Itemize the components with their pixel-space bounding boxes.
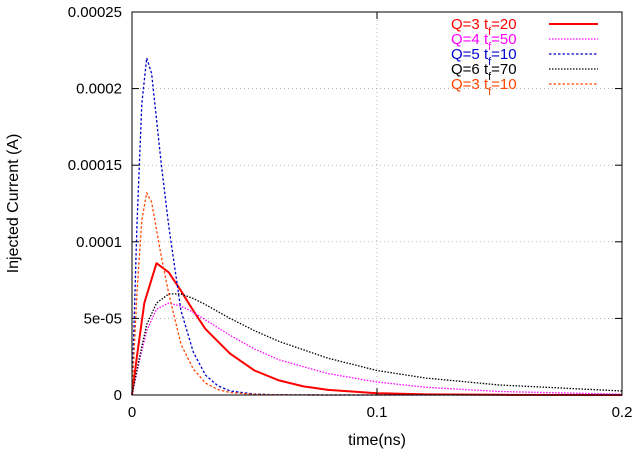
x-axis-label: time(ns) [348,432,406,449]
legend-label-subscript: f [488,41,492,53]
y-tick-label: 0.0001 [76,234,122,251]
legend-label-value: =10 [491,76,516,93]
legend-label-t: t [484,76,489,93]
legend-label: Q=3 tf=20 [451,16,517,38]
legend-label-t: t [484,16,489,33]
legend-label-subscript: f [488,56,492,68]
legend: Q=3 tf=20Q=4 tf=50Q=5 tf=10Q=6 tf=70Q=3 … [451,16,598,98]
x-tick-label: 0.2 [612,404,633,421]
series-line [131,192,622,396]
x-tick-label: 0.1 [367,404,388,421]
axes [131,11,623,396]
legend-entry: Q=3 tf=10 [451,76,598,98]
legend-label-t: t [484,46,489,63]
y-tick-label: 0.0002 [76,81,122,98]
legend-entry: Q=5 tf=10 [451,46,598,68]
legend-label-subscript: f [488,86,492,98]
legend-label: Q=4 tf=50 [451,31,517,53]
grid-lines [132,12,622,395]
legend-label-value: =10 [491,46,516,63]
y-tick-label: 5e-05 [84,310,122,327]
x-tick-labels: 0 0.1 0.2 [128,404,633,421]
legend-entry: Q=3 tf=20 [451,16,598,38]
legend-entry: Q=6 tf=70 [451,61,598,83]
y-tick-labels: 0 5e-05 0.0001 0.00015 0.0002 0.00025 [68,4,122,404]
legend-label: Q=3 tf=10 [451,76,517,98]
y-tick-label: 0 [114,387,122,404]
series-line [131,262,623,396]
legend-label-value: =50 [491,31,516,48]
y-tick-label: 0.00025 [68,4,122,21]
legend-label-value: =70 [491,61,516,78]
legend-label-t: t [484,31,489,48]
legend-label-subscript: f [488,71,492,83]
x-tick-label: 0 [128,404,136,421]
legend-label-value: =20 [491,16,516,33]
legend-label-t: t [484,61,489,78]
legend-label: Q=6 tf=70 [451,61,517,83]
legend-label: Q=5 tf=10 [451,46,517,68]
legend-entry: Q=4 tf=50 [451,31,598,53]
plot-frame [131,11,623,396]
y-tick-label: 0.00015 [68,157,122,174]
y-axis-label: Injected Current (A) [5,134,22,274]
legend-label-subscript: f [488,26,492,38]
